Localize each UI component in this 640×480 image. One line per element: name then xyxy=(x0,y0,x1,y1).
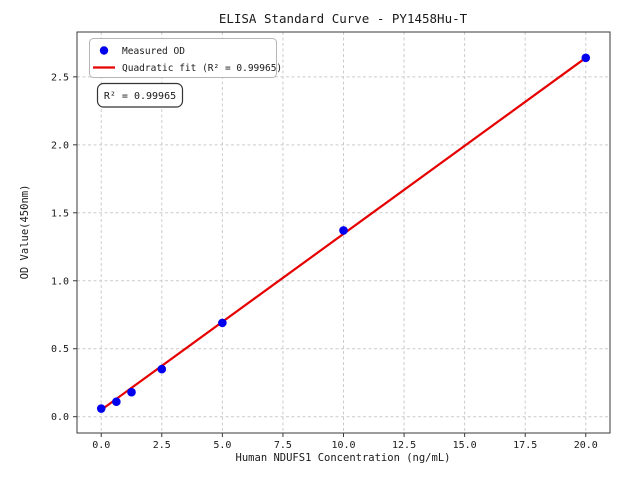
x-tick-label: 5.0 xyxy=(213,440,231,451)
r-squared-annotation: R² = 0.99965 xyxy=(96,82,184,108)
y-tick-label: 2.0 xyxy=(51,140,69,151)
measured-od-point xyxy=(157,364,167,374)
r-squared-text: R² = 0.99965 xyxy=(104,91,176,102)
measured-od-point xyxy=(581,53,591,63)
x-tick-label: 10.0 xyxy=(331,440,355,451)
measured-od-point xyxy=(218,318,227,328)
x-tick-label: 15.0 xyxy=(453,440,477,451)
legend: Measured OD Quadratic fit (R² = 0.99965) xyxy=(89,38,282,78)
y-tick-label: 2.5 xyxy=(51,72,69,83)
x-tick-label: 0.0 xyxy=(92,440,110,451)
y-tick-label: 1.0 xyxy=(51,276,69,287)
legend-marker-measured-od xyxy=(99,46,109,55)
measured-od-point xyxy=(339,226,348,235)
x-tick-label: 20.0 xyxy=(574,440,598,451)
legend-label-quadratic-fit: Quadratic fit (R² = 0.99965) xyxy=(122,63,282,74)
x-tick-label: 12.5 xyxy=(392,440,416,451)
legend-box xyxy=(89,38,277,78)
r-squared-box xyxy=(96,82,184,108)
measured-od-point xyxy=(96,404,106,413)
measured-od-point xyxy=(127,387,136,397)
y-tick-label: 0.5 xyxy=(51,344,69,355)
y-axis-label: OD Value(450nm) xyxy=(19,185,31,280)
legend-label-measured-od: Measured OD xyxy=(122,46,185,57)
y-tick-label: 1.5 xyxy=(51,208,69,219)
chart-title: ELISA Standard Curve - PY1458Hu-T xyxy=(219,11,468,26)
x-tick-label: 2.5 xyxy=(153,440,171,451)
scatter-series xyxy=(96,53,591,413)
y-tick-label: 0.0 xyxy=(51,412,69,423)
x-tick-label: 17.5 xyxy=(513,440,537,451)
x-axis-label: Human NDUFS1 Concentration (ng/mL) xyxy=(236,452,451,464)
x-tick-label: 7.5 xyxy=(274,440,292,451)
axis-ticks: 0.0 2.5 5.0 7.5 10.0 12.5 15.0 17.5 20.0 0.0 0.5 1.… xyxy=(51,72,598,451)
measured-od-point xyxy=(112,397,121,407)
